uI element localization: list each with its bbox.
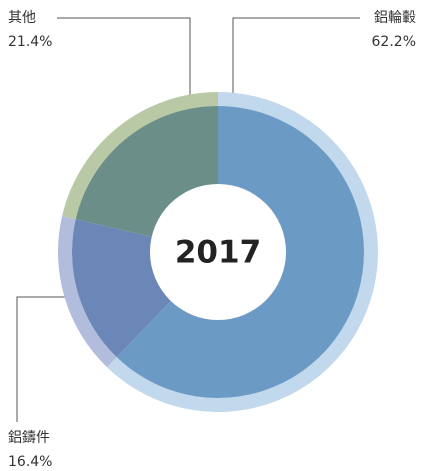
center-label: 2017	[175, 235, 261, 271]
donut-ring-segment	[58, 216, 117, 368]
category-label: 其他	[8, 10, 36, 26]
leader-line	[16, 296, 65, 422]
donut-hole	[150, 184, 286, 320]
value-label: 21.4%	[8, 34, 52, 50]
value-label: 16.4%	[8, 454, 52, 470]
donut-segment	[75, 106, 218, 239]
category-label: 鋁鑄件	[8, 430, 50, 446]
leader-line	[57, 17, 191, 103]
donut-ring-segment	[62, 91, 218, 220]
category-label: 鋁輪轂	[374, 9, 416, 26]
donut-ring-segment	[107, 92, 379, 412]
leader-line	[232, 17, 360, 103]
value-label: 62.2%	[372, 34, 416, 50]
donut-segment	[116, 106, 364, 398]
